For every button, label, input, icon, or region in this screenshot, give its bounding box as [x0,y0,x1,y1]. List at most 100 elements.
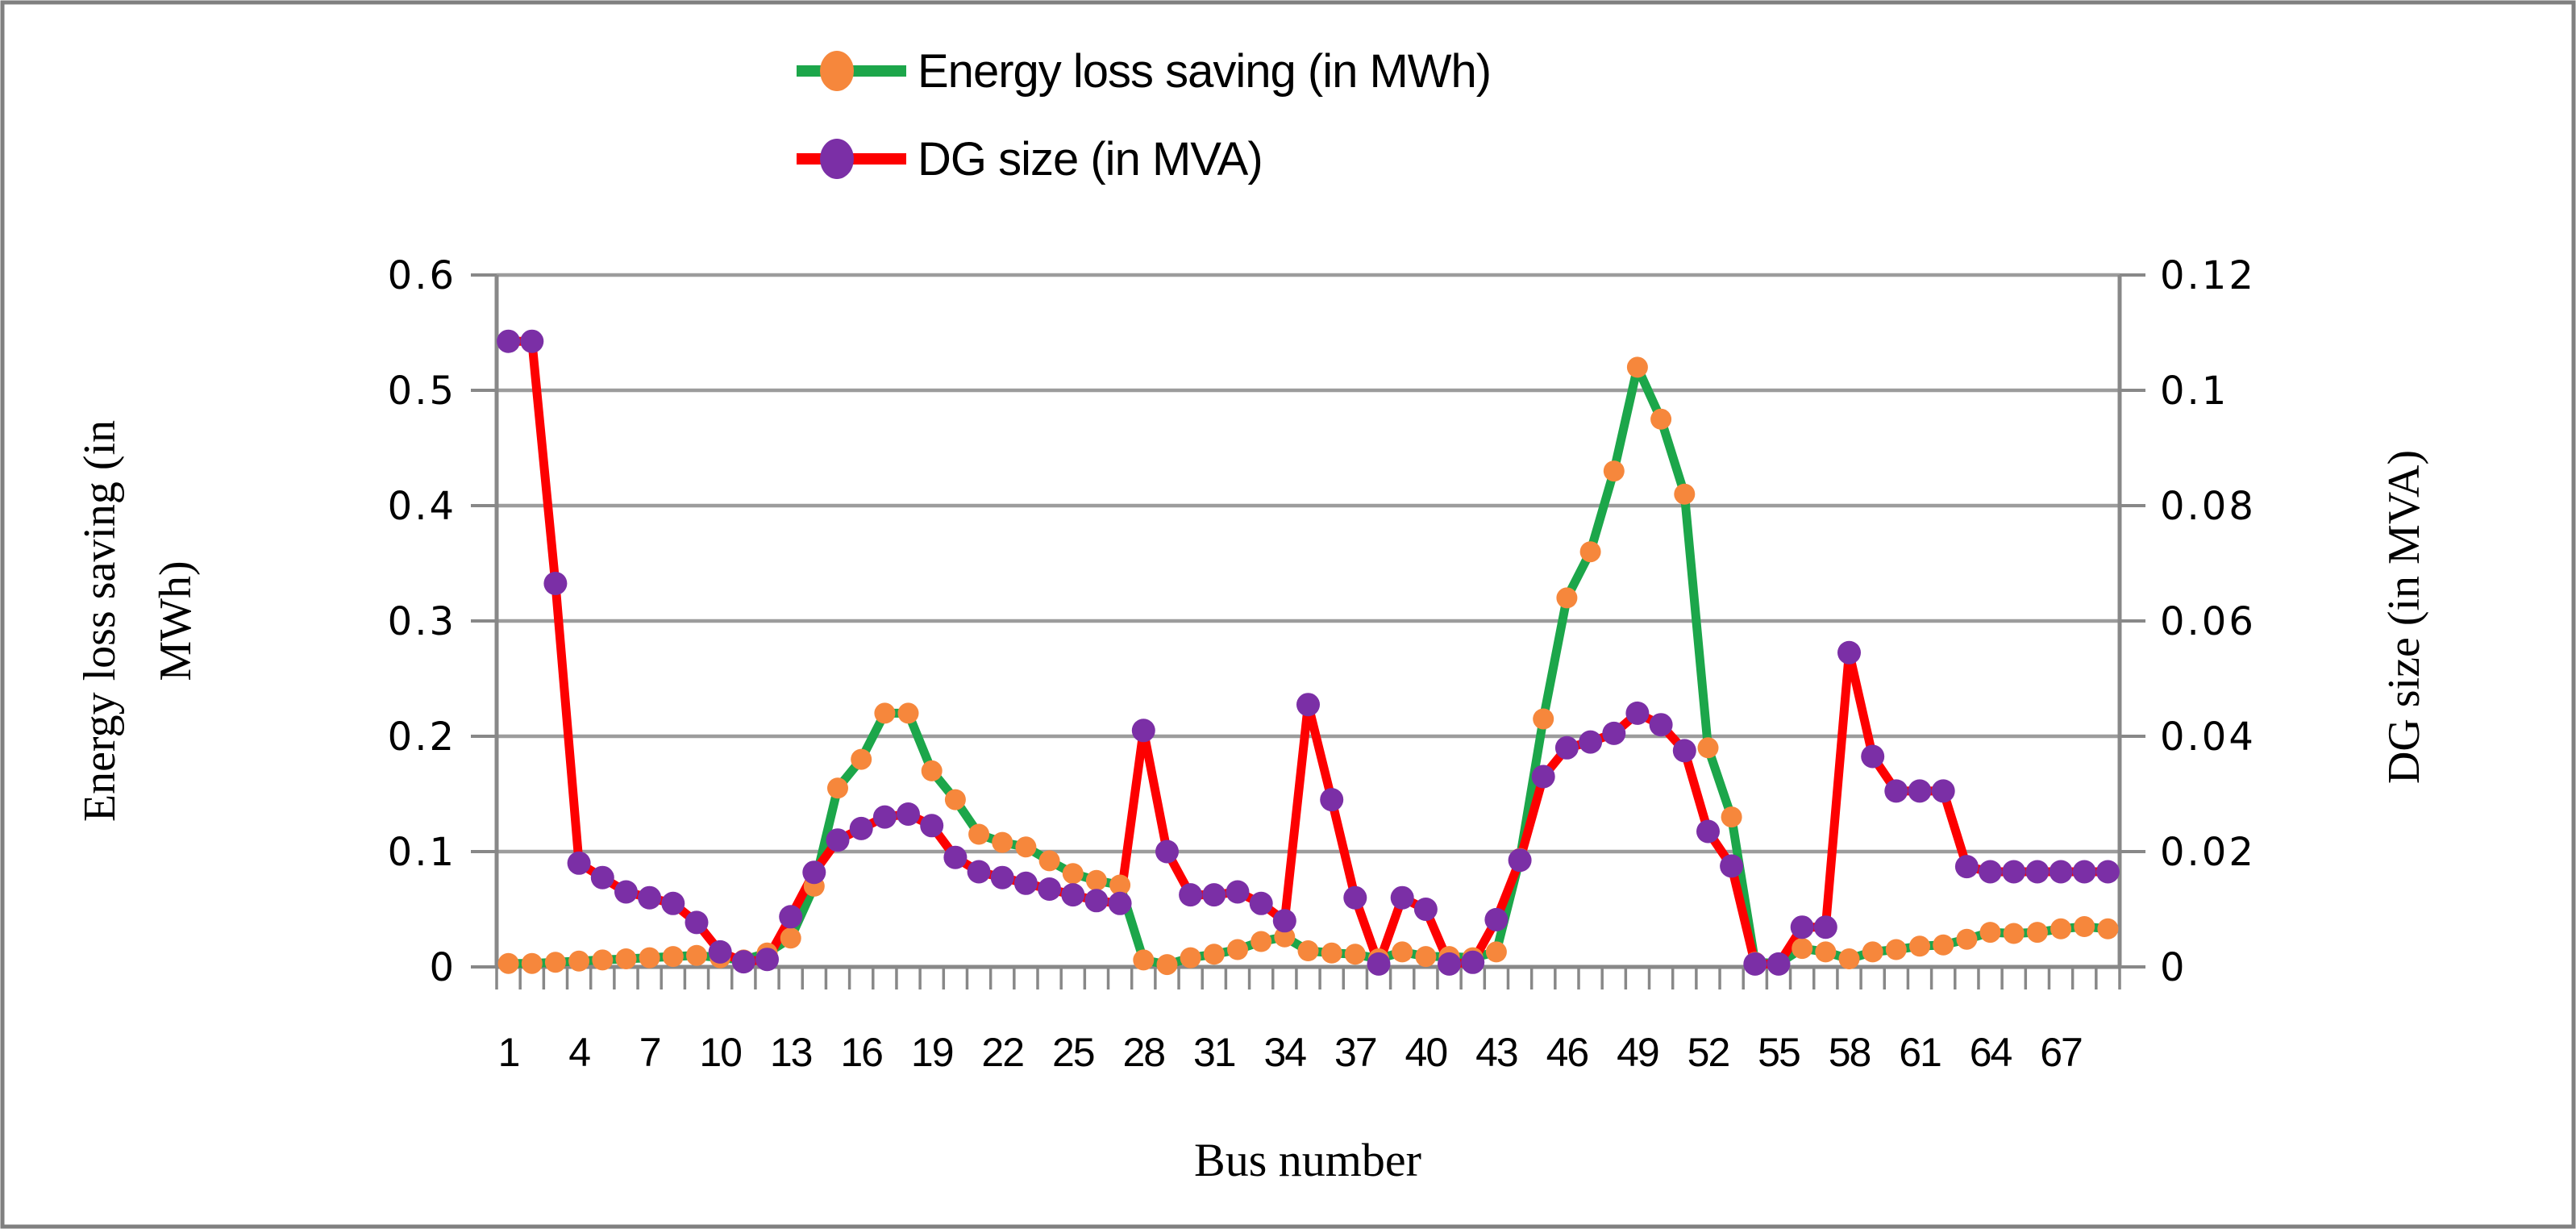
data-point-energy-loss-bus-5 [592,949,614,971]
data-point-dg-size-bus-39 [1390,885,1414,910]
x-tick-label: 22 [981,1030,1023,1075]
data-point-dg-size-bus-52 [1696,819,1720,844]
data-point-dg-size-bus-4 [567,851,591,875]
data-point-energy-loss-bus-63 [1956,928,1978,950]
data-point-dg-size-bus-3 [543,572,568,595]
data-point-dg-size-bus-60 [1884,779,1908,803]
left-tick-label: 0.3 [388,599,456,644]
left-tick-label: 0 [429,945,456,990]
data-point-dg-size-bus-16 [849,816,873,840]
data-point-energy-loss-bus-13 [780,927,801,949]
data-point-dg-size-bus-44 [1508,848,1532,873]
data-point-dg-size-bus-14 [802,860,826,885]
data-point-energy-loss-bus-65 [2003,923,2025,944]
data-point-dg-size-bus-15 [826,828,850,852]
left-tick-label: 0.5 [388,369,456,414]
data-point-dg-size-bus-2 [520,329,544,353]
data-point-dg-size-bus-13 [779,905,803,929]
data-point-dg-size-bus-7 [638,885,662,910]
data-point-energy-loss-bus-1 [497,952,519,974]
data-point-dg-size-bus-62 [1931,779,1955,803]
legend: Energy loss saving (in MWh) DG size (in … [797,45,1492,185]
right-tick-label: 0.1 [2160,369,2229,414]
data-point-energy-loss-bus-45 [1533,708,1554,730]
data-point-energy-loss-bus-60 [1885,939,1907,960]
x-tick-label: 16 [840,1030,882,1075]
data-point-dg-size-bus-63 [1954,855,1979,879]
data-point-energy-loss-bus-3 [544,952,566,973]
right-tick-label: 0.08 [2160,484,2256,529]
data-point-dg-size-bus-36 [1320,788,1344,812]
data-point-dg-size-bus-23 [1013,871,1038,895]
x-tick-label: 19 [911,1030,953,1075]
data-point-energy-loss-bus-52 [1697,737,1719,759]
x-tick-label: 34 [1264,1030,1307,1075]
data-point-dg-size-bus-66 [2025,860,2050,884]
data-point-dg-size-bus-61 [1908,779,1932,803]
data-point-energy-loss-bus-16 [851,748,872,770]
data-point-dg-size-bus-55 [1767,952,1791,976]
data-point-energy-loss-bus-20 [944,789,966,810]
x-tick-label: 64 [1970,1030,2012,1075]
x-tick-label: 61 [1899,1030,1941,1075]
data-point-dg-size-bus-1 [497,329,521,353]
data-point-dg-size-bus-51 [1672,739,1696,763]
data-point-dg-size-bus-18 [897,802,920,826]
left-axis-title-line1: Energy loss saving (in [75,420,125,822]
data-point-energy-loss-bus-57 [1815,941,1837,963]
legend-marker-purple [820,139,854,179]
data-point-dg-size-bus-32 [1226,880,1250,904]
data-point-energy-loss-bus-2 [521,952,543,974]
right-tick-label: 0.02 [2160,830,2256,875]
x-tick-label: 28 [1122,1030,1164,1075]
data-point-dg-size-bus-10 [708,939,732,964]
x-tick-label: 58 [1829,1030,1871,1075]
right-tick-label: 0.04 [2160,714,2256,760]
data-point-dg-size-bus-43 [1484,907,1509,931]
data-point-dg-size-bus-22 [990,865,1014,889]
data-point-dg-size-bus-38 [1367,952,1391,976]
data-point-energy-loss-bus-22 [992,831,1013,853]
x-tick-label: 7 [639,1030,660,1075]
data-point-energy-loss-bus-68 [2074,916,2095,937]
data-point-dg-size-bus-9 [685,910,709,935]
data-point-dg-size-bus-29 [1155,839,1179,864]
data-point-energy-loss-bus-26 [1085,869,1107,891]
x-tick-label: 31 [1193,1030,1235,1075]
data-point-dg-size-bus-67 [2049,860,2073,884]
data-point-dg-size-bus-21 [967,860,991,884]
x-tick-label: 25 [1052,1030,1094,1075]
data-point-energy-loss-bus-9 [686,944,707,966]
data-point-dg-size-bus-65 [2002,860,2026,884]
left-tick-label: 0.6 [388,253,456,298]
legend-item-dg-size: DG size (in MVA) [797,133,1263,185]
x-tick-label: 40 [1405,1030,1447,1075]
data-point-dg-size-bus-24 [1038,877,1062,901]
data-point-dg-size-bus-37 [1343,885,1367,910]
data-point-energy-loss-bus-49 [1626,356,1648,378]
data-point-energy-loss-bus-15 [827,777,848,799]
x-tick-label: 46 [1546,1030,1588,1075]
data-point-energy-loss-bus-53 [1721,806,1742,828]
data-point-energy-loss-bus-50 [1650,408,1672,430]
data-point-dg-size-bus-49 [1625,701,1650,725]
right-tick-label: 0.06 [2160,599,2256,644]
data-point-dg-size-bus-69 [2095,860,2120,884]
data-point-dg-size-bus-57 [1813,915,1837,939]
data-point-dg-size-bus-47 [1579,730,1603,754]
data-point-energy-loss-bus-33 [1251,931,1272,952]
right-tick-label: 0 [2160,945,2187,990]
legend-item-energy-loss: Energy loss saving (in MWh) [797,45,1492,98]
left-tick-label: 0.1 [388,830,456,875]
legend-label-dg-size: DG size (in MVA) [918,133,1263,185]
data-point-dg-size-bus-8 [661,891,685,915]
data-point-dg-size-bus-64 [1979,860,2002,884]
data-point-energy-loss-bus-51 [1674,483,1696,505]
data-point-energy-loss-bus-37 [1344,944,1366,965]
data-point-energy-loss-bus-25 [1062,863,1084,885]
data-point-dg-size-bus-27 [1108,891,1132,915]
data-point-energy-loss-bus-31 [1203,944,1225,965]
